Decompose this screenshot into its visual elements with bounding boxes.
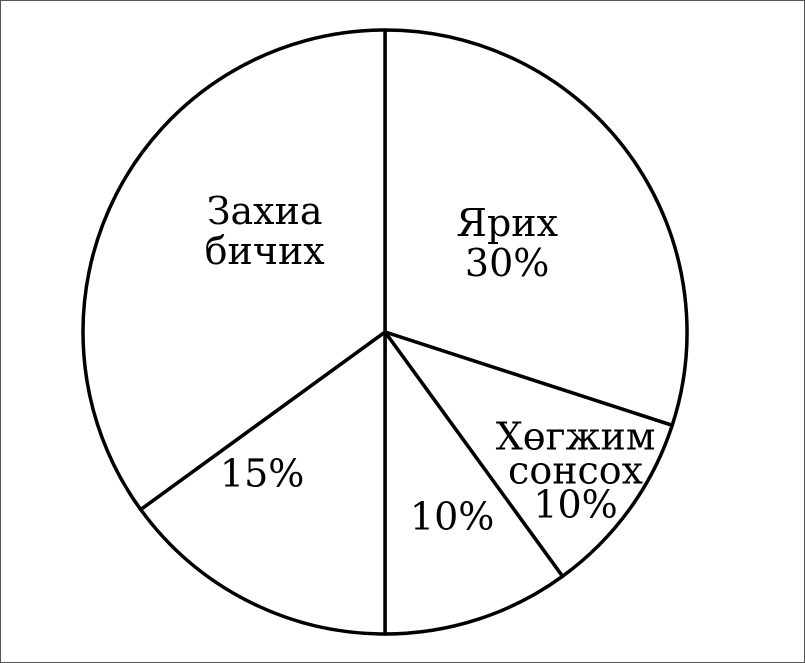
pie-slice-5 [81, 28, 387, 512]
slice-label-5-line-1: Захиа [207, 189, 323, 233]
pie-slice-2 [383, 330, 674, 579]
slice-label-2-line-1: Хөгжим [496, 414, 656, 458]
slice-label-1-line-2: 30% [465, 241, 549, 285]
slice-label-3-line-1: 10% [410, 494, 494, 538]
pie-slice-1 [383, 28, 689, 428]
pie-slice-3 [383, 330, 565, 636]
slice-label-4-line-1: 15% [220, 451, 304, 495]
slice-label-5-line-2: бичих [205, 229, 325, 273]
slice-label-2-line-2: сонсох [508, 448, 643, 492]
pie-slice-4 [138, 330, 387, 636]
slice-label-2-line-3: 10% [533, 482, 617, 526]
slice-label-1-line-1: Ярих [456, 201, 558, 245]
